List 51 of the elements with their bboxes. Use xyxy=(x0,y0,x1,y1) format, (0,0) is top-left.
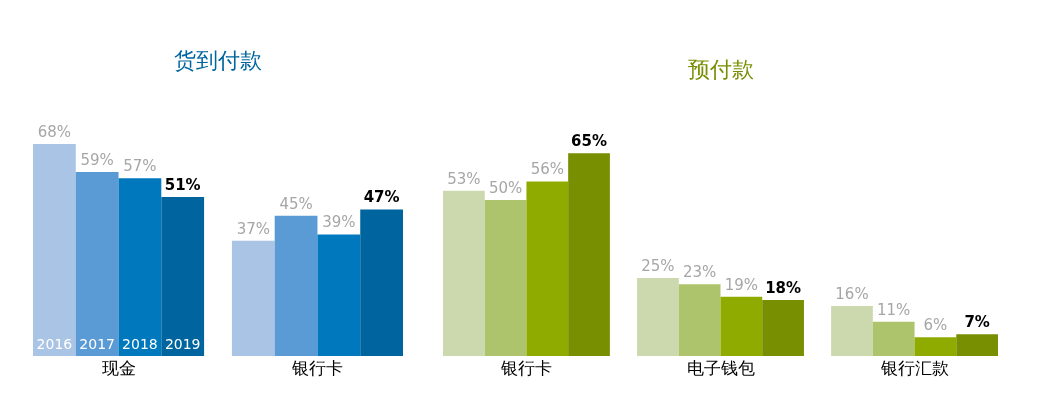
data-label: 68% xyxy=(37,123,72,141)
bar xyxy=(914,337,957,356)
data-label: 11% xyxy=(877,300,911,319)
bar xyxy=(443,190,485,356)
data-label: 6% xyxy=(923,316,948,335)
bar xyxy=(678,284,721,356)
bar xyxy=(872,321,915,356)
data-label: 45% xyxy=(279,194,313,213)
data-label: 57% xyxy=(123,157,157,176)
data-label: 37% xyxy=(236,219,270,238)
data-label: 16% xyxy=(835,285,869,304)
bar xyxy=(637,278,679,356)
x-tick-label: 银行汇款 xyxy=(879,357,949,378)
bar xyxy=(762,299,804,356)
chart-title: 货到付款 xyxy=(174,48,262,73)
bar xyxy=(317,234,361,356)
data-label: 25% xyxy=(641,257,675,276)
x-tick-label: 银行卡 xyxy=(499,357,552,378)
bar xyxy=(274,215,318,356)
bar xyxy=(568,153,610,356)
data-label: 39% xyxy=(322,213,356,232)
data-label: 56% xyxy=(530,160,564,179)
data-label: 53% xyxy=(447,169,481,188)
series-label: 2018 xyxy=(122,336,158,352)
bar xyxy=(831,306,873,356)
data-label: 18% xyxy=(765,278,802,297)
bar xyxy=(956,334,998,356)
data-label: 23% xyxy=(682,263,717,282)
bar xyxy=(720,296,763,356)
series-label: 2017 xyxy=(79,336,115,352)
data-label: 50% xyxy=(488,179,523,198)
bar xyxy=(360,209,403,356)
data-label: 47% xyxy=(363,188,400,207)
bar xyxy=(33,144,76,356)
x-tick-label: 银行卡 xyxy=(290,357,343,378)
x-tick-label: 电子钱包 xyxy=(686,357,755,378)
bar xyxy=(161,197,205,356)
x-tick-label: 现金 xyxy=(101,357,136,378)
data-label: 59% xyxy=(80,151,114,170)
data-label: 19% xyxy=(724,275,759,294)
bar xyxy=(526,181,569,356)
bar xyxy=(118,178,162,356)
series-label: 2016 xyxy=(36,336,73,352)
data-label: 7% xyxy=(964,313,990,332)
data-label: 65% xyxy=(571,132,607,151)
data-label: 51% xyxy=(164,176,201,194)
bar xyxy=(231,240,275,356)
bar xyxy=(484,200,527,356)
series-label: 2019 xyxy=(164,336,201,352)
chart-title: 预付款 xyxy=(687,57,754,83)
bar xyxy=(75,172,119,356)
